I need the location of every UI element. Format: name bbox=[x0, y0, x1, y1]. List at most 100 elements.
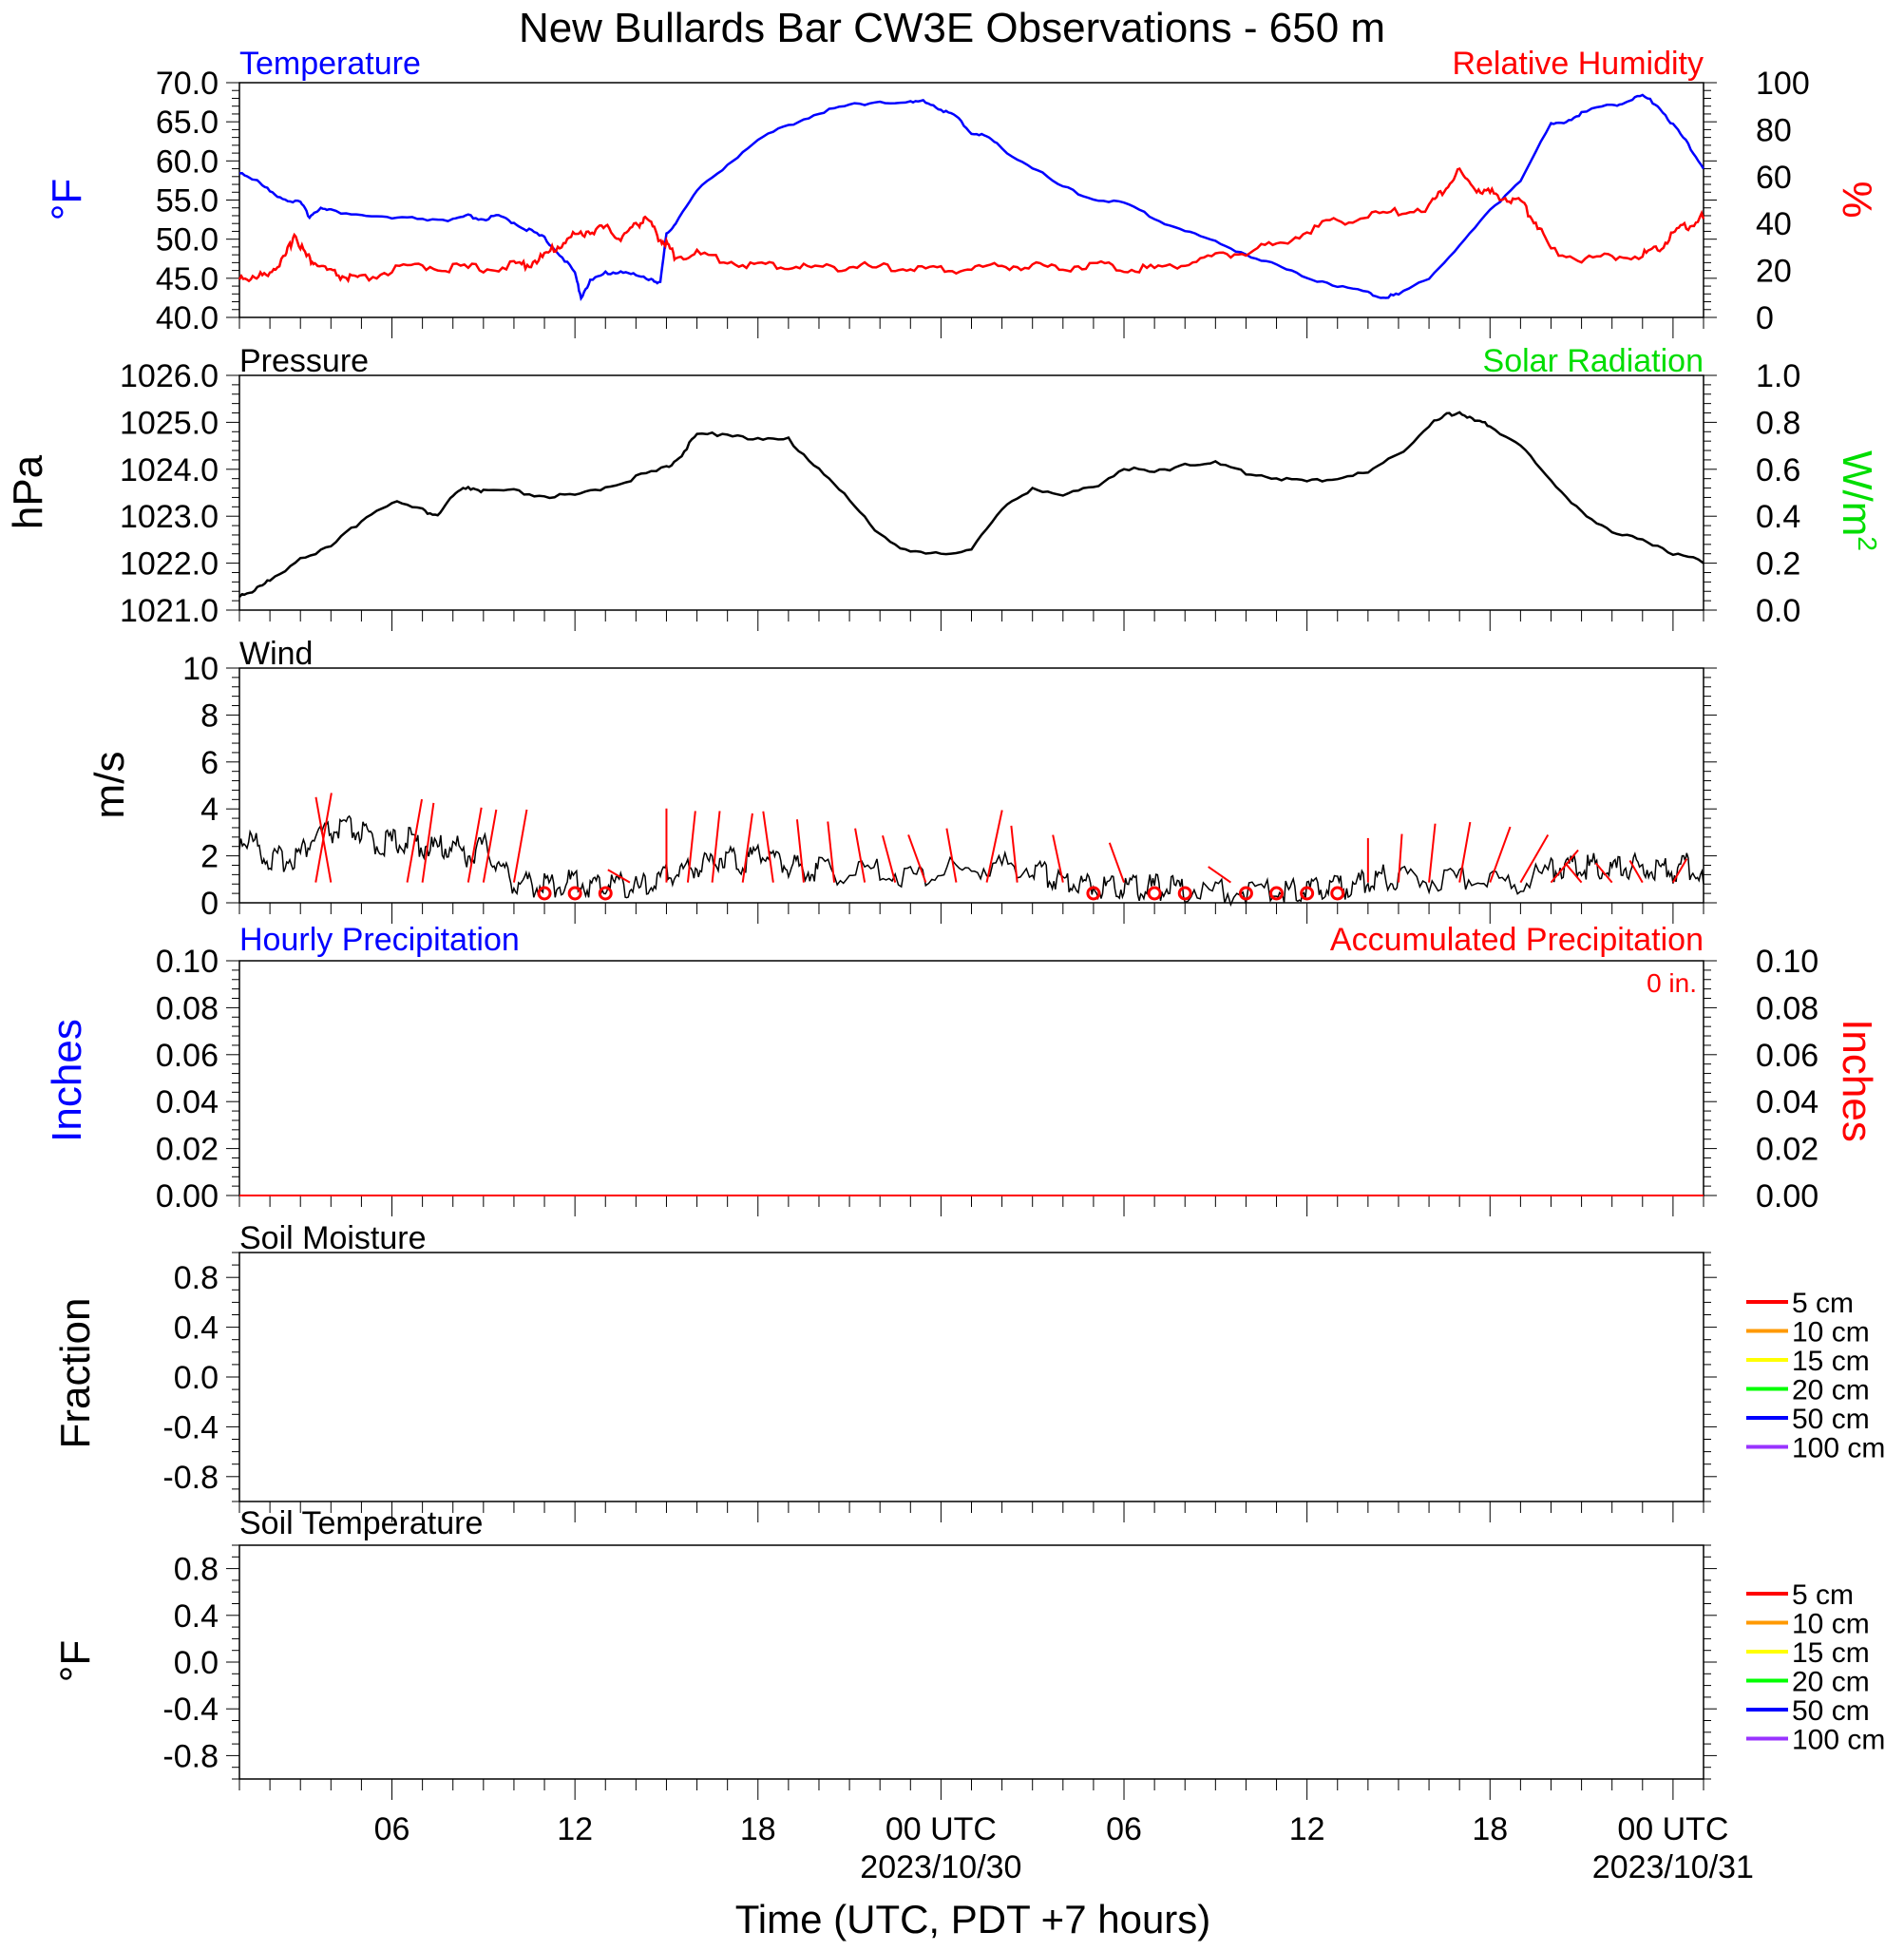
y-tick-label-right: 60 bbox=[1756, 160, 1792, 196]
wind-barb bbox=[1519, 834, 1550, 884]
pressure-line bbox=[238, 411, 1704, 599]
soil-moisture-legend-label: 20 cm bbox=[1792, 1375, 1870, 1406]
calm-wind-marker bbox=[598, 886, 613, 901]
wind-barb bbox=[741, 813, 753, 883]
wind-barb bbox=[607, 869, 631, 884]
panel-frame-pressure: 1026.0 1025.0 1024.0 1023.0 1022.0 1021.0 1.0 0… bbox=[120, 358, 1800, 631]
wind-barb bbox=[711, 811, 721, 883]
calm-wind-marker bbox=[537, 886, 552, 901]
calm-wind-marker bbox=[1330, 886, 1345, 901]
x-tick-label: 12 bbox=[557, 1811, 593, 1847]
y-tick-label-right: 0.08 bbox=[1756, 990, 1818, 1026]
y-tick-label-left: 0.08 bbox=[156, 990, 219, 1026]
y-tick-label-right: 80 bbox=[1756, 112, 1792, 148]
panel-wind-title: Wind bbox=[239, 636, 313, 672]
panel-soil-moisture: Soil Moisture Fraction bbox=[52, 1220, 427, 1448]
panel-frame-precip: 0.10 0.08 0.06 0.04 0.02 0.00 0.10 0.08 0.06 0.04… bbox=[156, 944, 1818, 1216]
y-tick-label-right: 0.6 bbox=[1756, 452, 1800, 488]
y-tick-label-left: 65.0 bbox=[156, 105, 219, 141]
wind-barb bbox=[762, 811, 774, 883]
accum-precip-unit-label: Inches bbox=[1834, 1019, 1880, 1142]
rh-unit-label: % bbox=[1834, 181, 1880, 218]
wind-barb bbox=[1628, 859, 1644, 884]
y-tick-label-right: 100 bbox=[1756, 66, 1810, 102]
wind-barb bbox=[1052, 834, 1064, 883]
wind-barb bbox=[795, 819, 805, 883]
humidity-line bbox=[238, 166, 1705, 284]
panel-frame-temp_rh: 70.065.060.055.050.045.040.0 100 80 60 40 20 0 bbox=[156, 66, 1810, 338]
y-tick-label-left: 4 bbox=[200, 792, 219, 828]
y-tick-label-left: 0.00 bbox=[156, 1178, 219, 1215]
calm-wind-marker bbox=[1300, 886, 1315, 901]
wind-barb bbox=[827, 821, 836, 883]
wind-barb bbox=[314, 796, 333, 883]
soil-temp-legend-label: 10 cm bbox=[1792, 1609, 1870, 1640]
y-tick-label-right: 0.2 bbox=[1756, 546, 1800, 583]
soil-moisture-legend-label: 100 cm bbox=[1792, 1433, 1885, 1464]
chart-marks: 70.065.060.055.050.045.040.0100806040200… bbox=[120, 66, 1885, 1885]
wind-barb bbox=[907, 834, 927, 883]
panel-soil-moisture-title: Soil Moisture bbox=[239, 1220, 427, 1256]
y-tick-label-right: 0.02 bbox=[1756, 1132, 1818, 1168]
y-tick-label-left: 40.0 bbox=[156, 300, 219, 336]
y-tick-label-left: 1026.0 bbox=[120, 358, 219, 394]
y-tick-label-left: 1024.0 bbox=[120, 452, 219, 488]
x-tick-sublabel: 2023/10/31 bbox=[1592, 1849, 1754, 1885]
calm-wind-marker bbox=[1086, 886, 1101, 901]
wind-barb bbox=[1489, 826, 1512, 883]
y-tick-label-right: 20 bbox=[1756, 254, 1792, 290]
soil-temp-unit-label: °F bbox=[52, 1640, 99, 1682]
panel-temp-title: Temperature bbox=[239, 46, 421, 82]
x-tick-label: 06 bbox=[374, 1811, 410, 1847]
panel-temp-rh: Temperature Relative Humidity °F % bbox=[44, 46, 1880, 220]
hourly-precip-unit-label: Inches bbox=[44, 1019, 90, 1142]
pressure-unit-label: hPa bbox=[5, 454, 51, 529]
soil-temp-legend-label: 20 cm bbox=[1792, 1667, 1870, 1698]
y-tick-label-left: 0.8 bbox=[174, 1260, 219, 1296]
y-tick-label-left: 0.8 bbox=[174, 1552, 219, 1588]
x-tick-label: 12 bbox=[1289, 1811, 1325, 1847]
wind-unit-label: m/s bbox=[86, 752, 133, 819]
chart-title: New Bullards Bar CW3E Observations - 650… bbox=[519, 5, 1385, 51]
y-tick-label-left: 1025.0 bbox=[120, 405, 219, 441]
y-tick-label-left: 0.04 bbox=[156, 1084, 219, 1120]
wind-barb bbox=[686, 811, 696, 883]
panel-wind: Wind m/s bbox=[86, 636, 313, 818]
x-tick-label: 00 UTC bbox=[885, 1811, 997, 1847]
y-tick-label-left: 70.0 bbox=[156, 66, 219, 102]
wind-barb bbox=[482, 809, 498, 883]
wind-barb bbox=[1564, 862, 1583, 884]
wind-barb bbox=[512, 809, 528, 883]
wind-speed-line bbox=[238, 814, 1704, 908]
wind-barb bbox=[421, 802, 435, 883]
y-tick-label-left: 1023.0 bbox=[120, 499, 219, 535]
wind-barb bbox=[1550, 849, 1579, 884]
y-tick-label-right: 1.0 bbox=[1756, 358, 1800, 394]
solar-unit-sup: 2 bbox=[1853, 536, 1882, 551]
y-tick-label-right: 0.4 bbox=[1756, 499, 1800, 535]
wind-barb bbox=[406, 798, 423, 883]
calm-wind-marker bbox=[567, 886, 582, 901]
wind-barb bbox=[945, 828, 958, 883]
y-tick-label-left: 0.4 bbox=[174, 1598, 219, 1635]
y-tick-label-left: 1021.0 bbox=[120, 593, 219, 629]
y-tick-label-left: -0.4 bbox=[162, 1692, 219, 1728]
panel-frame-soil_temp: 0.8 0.4 0.0 -0.4 -0.8 bbox=[162, 1544, 1717, 1800]
wind-barb bbox=[985, 810, 1003, 883]
accum-precip-total: 0 in. bbox=[1647, 968, 1697, 998]
wind-barb bbox=[882, 834, 897, 883]
soil-temp-legend-label: 50 cm bbox=[1792, 1695, 1870, 1727]
y-tick-label-right: 0.06 bbox=[1756, 1038, 1818, 1074]
soil-temp-legend-label: 100 cm bbox=[1792, 1725, 1885, 1756]
wind-barb bbox=[1428, 823, 1437, 883]
y-tick-label-left: 60.0 bbox=[156, 143, 219, 180]
wind-barb bbox=[1208, 866, 1231, 884]
y-tick-label-left: 2 bbox=[200, 839, 219, 875]
y-tick-label-left: 0.4 bbox=[174, 1310, 219, 1347]
panel-rh-title: Relative Humidity bbox=[1452, 46, 1704, 82]
y-tick-label-right: 0.8 bbox=[1756, 405, 1800, 441]
wind-barb bbox=[1594, 862, 1613, 884]
